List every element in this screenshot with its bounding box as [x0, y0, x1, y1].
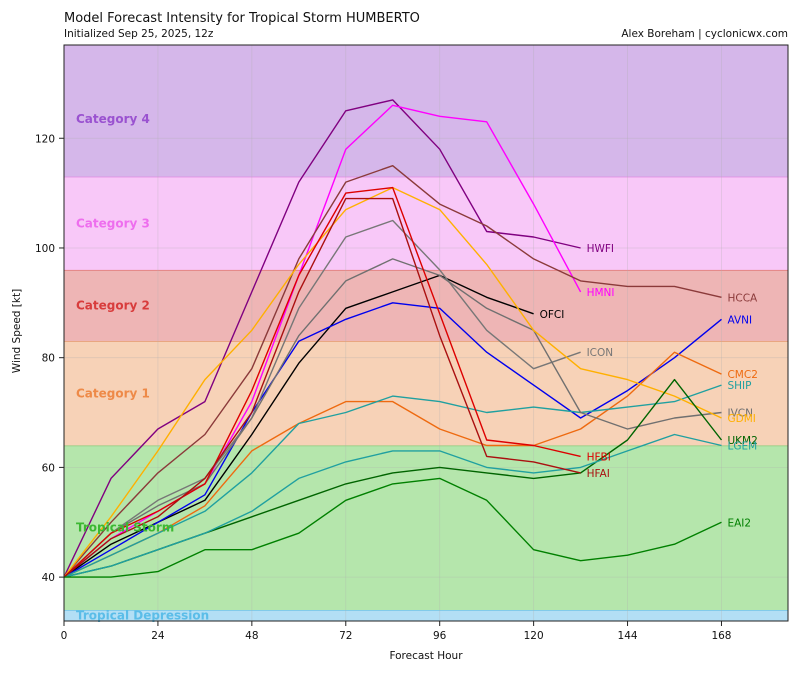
grid-lines: [63, 45, 788, 621]
y-tick-label: 40: [42, 572, 55, 584]
band-label-category-1: Category 1: [76, 386, 150, 400]
series-label-eai2: EAI2: [727, 517, 751, 529]
x-tick-label: 24: [151, 630, 165, 642]
y-tick-label: 100: [35, 243, 55, 255]
series-label-ofci: OFCI: [540, 309, 565, 321]
series-label-ivcn: IVCN: [727, 408, 752, 420]
series-label-ukm2: UKM2: [727, 435, 757, 447]
series-label-hfbi: HFBI: [587, 451, 611, 463]
band-tropical-storm: [64, 445, 788, 611]
x-tick-label: 0: [61, 630, 68, 642]
series-line-cmc2: [63, 351, 722, 578]
x-tick-label: 48: [245, 630, 258, 642]
series-label-hfai: HFAI: [587, 468, 610, 480]
series-label-icon: ICON: [587, 347, 614, 359]
series-line-ivcn: [63, 258, 722, 578]
intensity-bands: [64, 45, 788, 621]
series-line-hmni: [63, 104, 582, 578]
band-label-category-2: Category 2: [76, 299, 150, 313]
band-label-category-4: Category 4: [76, 112, 150, 126]
series-label-hwfi: HWFI: [587, 243, 614, 255]
series-label-avni: AVNI: [727, 314, 752, 326]
band-category-4: [64, 45, 788, 177]
series-lines: [63, 99, 723, 578]
x-tick-label: 120: [524, 630, 544, 642]
series-label-gdmi: GDMI: [727, 413, 755, 425]
y-tick-label: 60: [42, 462, 55, 474]
series-line-hcca: [63, 164, 722, 578]
series-line-hfai: [63, 197, 581, 578]
y-axis-label: Wind Speed [kt]: [11, 289, 23, 373]
band-labels: Tropical Depression Tropical Storm Categor…: [76, 112, 209, 622]
series-line-icon: [63, 219, 581, 578]
chart-subtitle: Initialized Sep 25, 2025, 12z: [64, 28, 214, 40]
band-label-tropical-depression: Tropical Depression: [76, 609, 209, 623]
band-tropical-depression: [64, 610, 788, 621]
chart-title: Model Forecast Intensity for Tropical St…: [64, 11, 420, 26]
x-tick-label: 96: [433, 630, 447, 642]
x-tick-label: 168: [711, 630, 731, 642]
y-tick-label: 80: [42, 353, 55, 365]
series-label-hmni: HMNI: [587, 287, 615, 299]
series-line-lgem: [63, 433, 722, 578]
series-line-avni: [63, 302, 722, 578]
band-label-tropical-storm: Tropical Storm: [76, 521, 174, 535]
axes: 0 24 48 72 96 120 144 168 40 60 80 100 120: [35, 44, 789, 642]
x-axis-label: Forecast Hour: [389, 650, 463, 662]
x-tick-label: 144: [618, 630, 638, 642]
x-tick-label: 72: [339, 630, 352, 642]
series-line-ship: [63, 384, 722, 578]
y-tick-label: 120: [35, 133, 55, 145]
chart-credit: Alex Boreham | cyclonicwx.com: [621, 28, 788, 40]
series-line-hwfi: [63, 99, 581, 578]
series-line-ofci: [63, 274, 534, 578]
series-label-hcca: HCCA: [727, 292, 758, 304]
series-line-eai2: [64, 477, 722, 578]
band-category-2: [64, 269, 788, 342]
series-line-hfbi: [63, 186, 581, 578]
plot-frame: [63, 44, 789, 622]
series-label-cmc2: CMC2: [727, 369, 757, 381]
series-label-lgem: LGEM: [727, 440, 757, 452]
series-label-ship: SHIP: [727, 380, 751, 392]
band-label-category-3: Category 3: [76, 216, 150, 230]
